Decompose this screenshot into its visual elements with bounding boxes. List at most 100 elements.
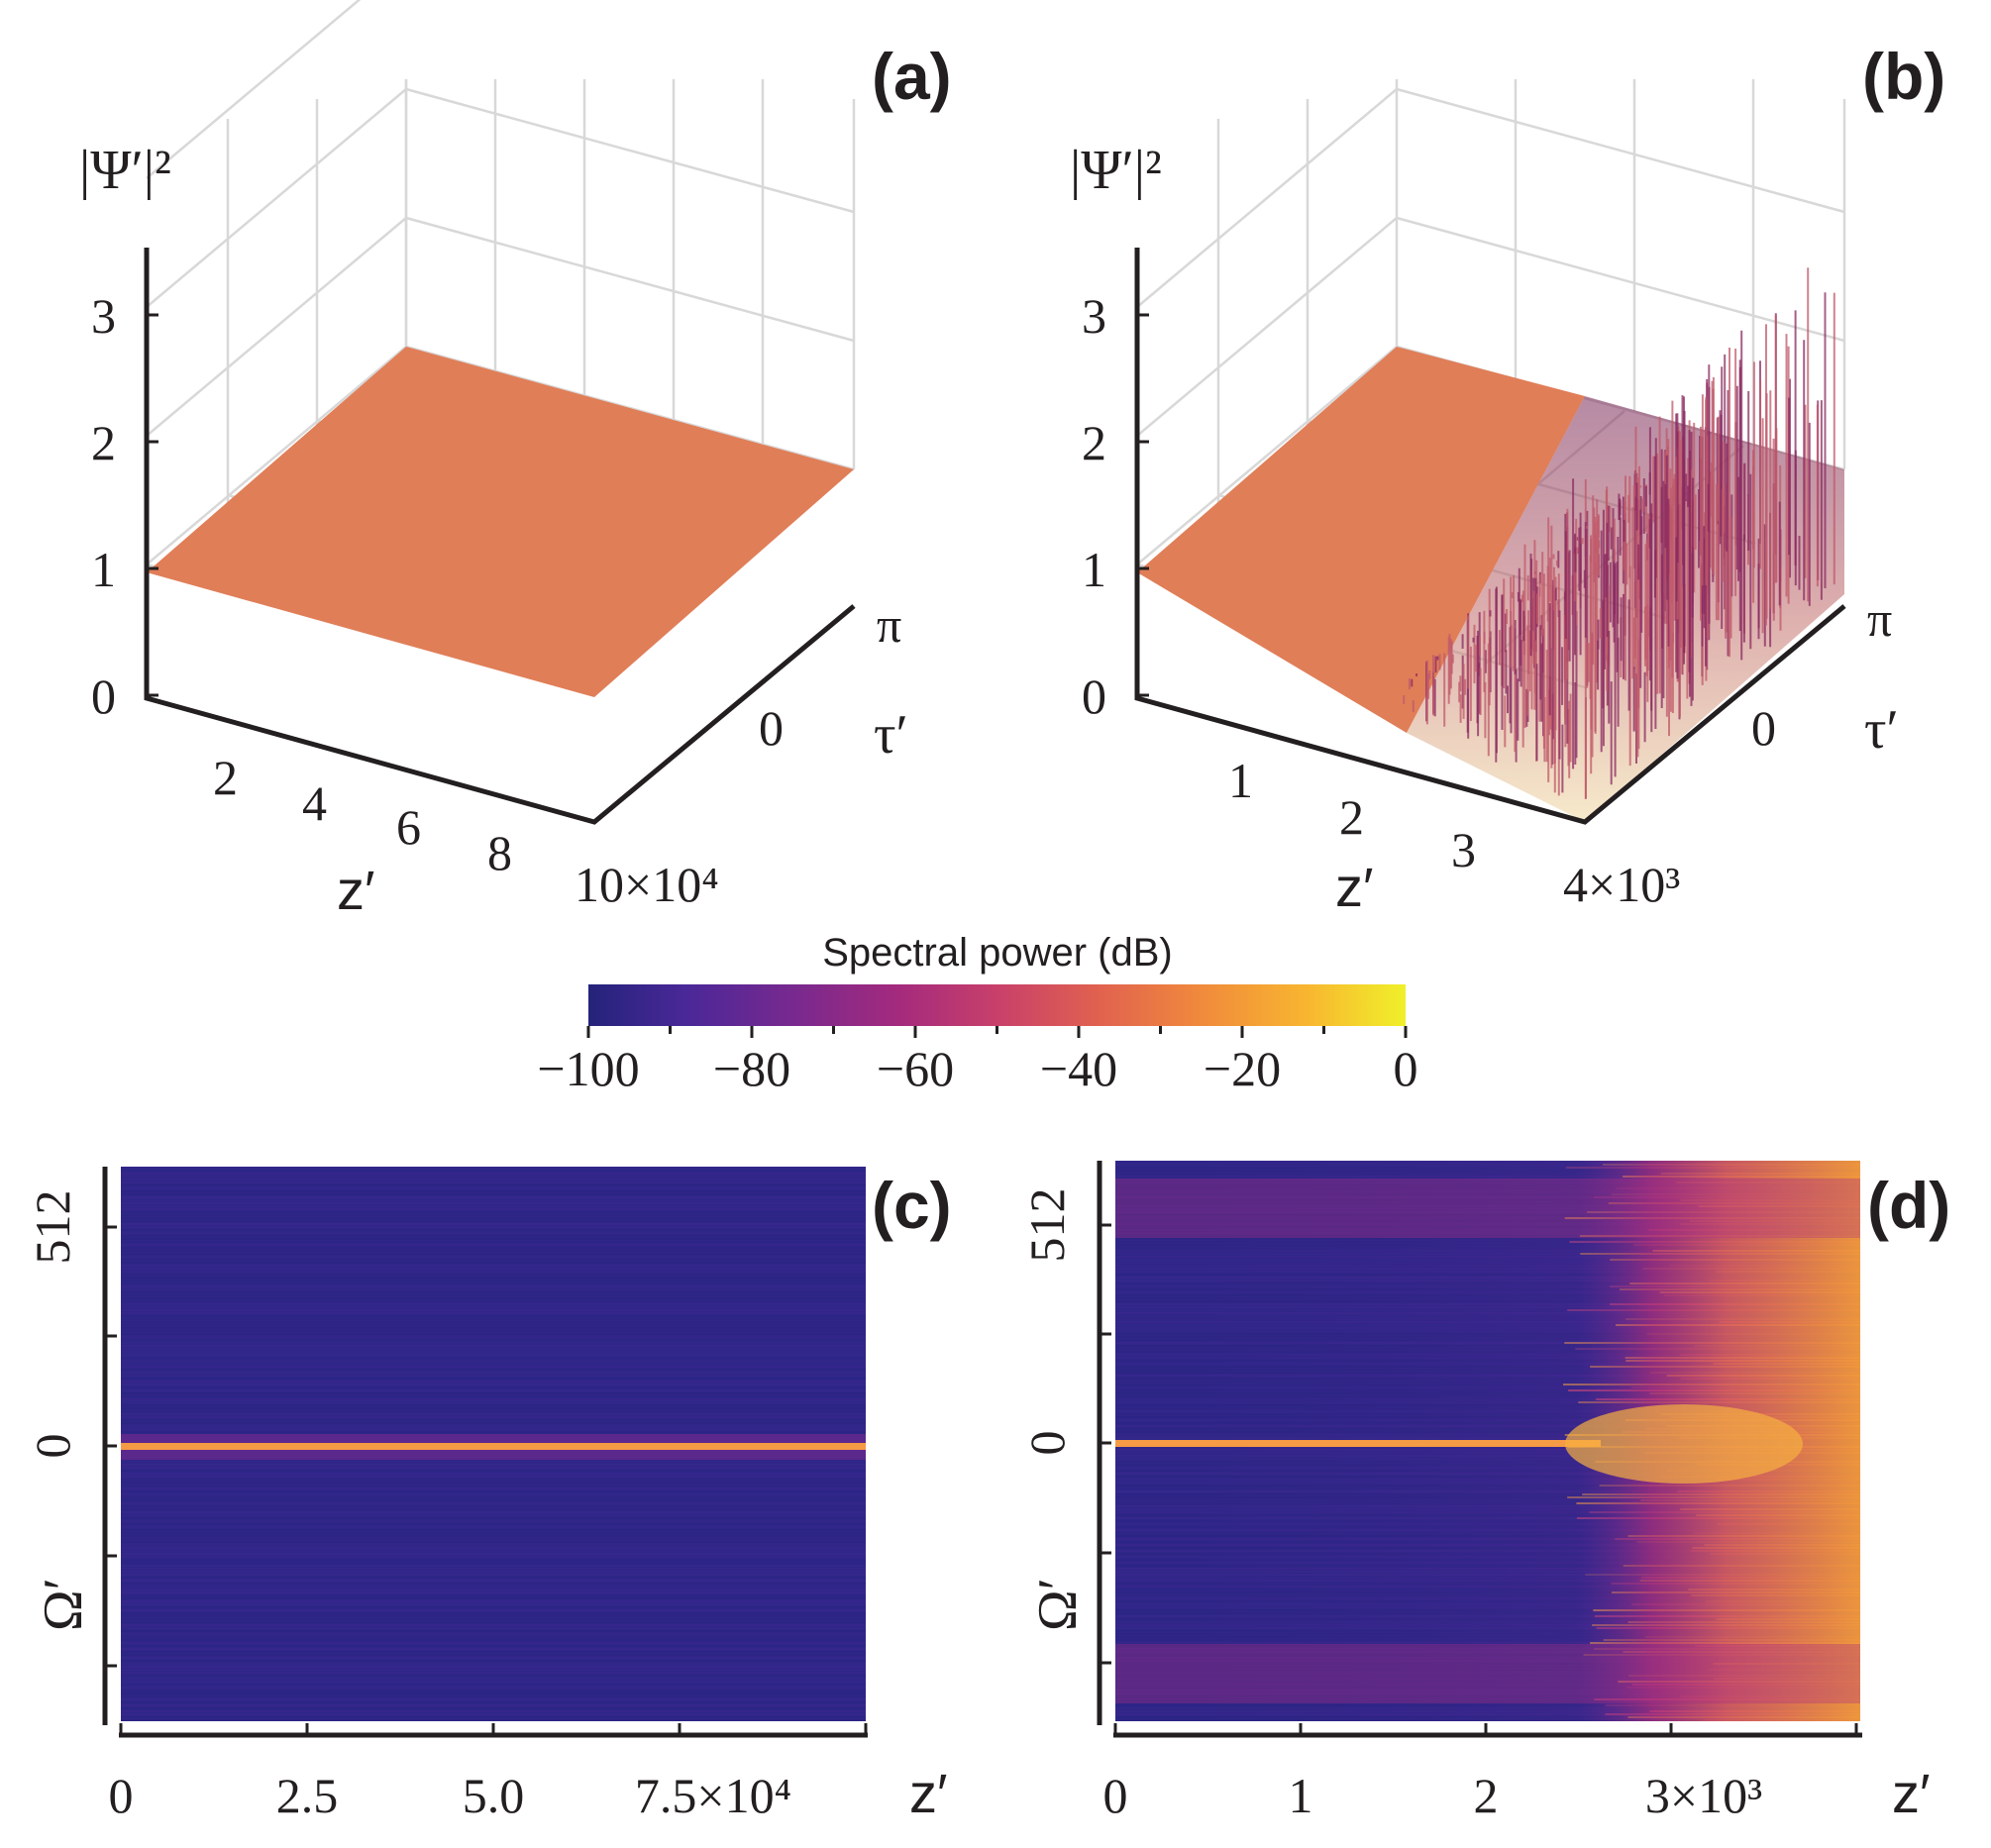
b-z-tick-0: 0 (1082, 668, 1106, 724)
heatmap-c-row (121, 1615, 866, 1617)
heatmap-c-row (121, 1187, 866, 1189)
panel-a: 3 2 1 0 2 4 6 8 10×10⁴ 0 π z′ τ′ |Ψ′|² (… (79, 0, 952, 921)
panel-d-x-ticks: 0 1 2 3×10³ (1103, 1723, 1858, 1823)
heatmap-c-row (121, 1571, 866, 1573)
heatmap-c-row (121, 1687, 866, 1689)
heatmap-c-row (121, 1277, 866, 1279)
heatmap-c-row (121, 1416, 866, 1418)
heatmap-c-row (121, 1565, 866, 1567)
heatmap-c-row (121, 1247, 866, 1249)
panel-c-x-ticks: 0 2.5 5.0 7.5×10⁴ (109, 1723, 868, 1823)
heatmap-c-row (121, 1285, 866, 1287)
heatmap-c-row (121, 1229, 866, 1231)
heatmap-c-row (121, 1176, 866, 1178)
heatmap-c-row (121, 1639, 866, 1641)
b-y-tick-0: 0 (1751, 700, 1776, 756)
panel-c: 512 0 0 2.5 5.0 7.5×10⁴ Ω′ z′ (c) (25, 1167, 952, 1824)
heatmap-c-row (121, 1624, 866, 1626)
heatmap-c-row (121, 1695, 866, 1697)
d-x-tick-1: 1 (1289, 1768, 1313, 1823)
d-y-tick-0: 0 (1019, 1431, 1075, 1456)
panel-c-center-line (121, 1443, 866, 1450)
colorbar-tick-label: −20 (1204, 1041, 1281, 1096)
heatmap-c-row (121, 1205, 866, 1207)
heatmap-c-row (121, 1633, 866, 1635)
heatmap-c-row (121, 1238, 866, 1240)
panel-c-y-ticks: 512 0 (25, 1190, 117, 1668)
heatmap-c-row (121, 1372, 866, 1374)
heatmap-c-row (121, 1179, 866, 1181)
heatmap-c-row (121, 1678, 866, 1680)
a-y-label: τ′ (874, 704, 908, 766)
heatmap-c-row (121, 1505, 866, 1507)
heatmap-c-row (121, 1651, 866, 1653)
colorbar-tick-label: −40 (1040, 1041, 1117, 1096)
panel-b-surface-spikes (1403, 267, 1844, 822)
heatmap-c-row (121, 1366, 866, 1368)
heatmap-c-row (121, 1597, 866, 1599)
heatmap-c-row (121, 1395, 866, 1397)
heatmap-c-row (121, 1226, 866, 1228)
a-z-tick-2: 2 (91, 415, 116, 470)
heatmap-c-row (121, 1381, 866, 1383)
heatmap-c-row (121, 1345, 866, 1347)
panel-d-label: (d) (1867, 1169, 1950, 1242)
heatmap-c-row (121, 1586, 866, 1588)
heatmap-c-row (121, 1274, 866, 1276)
panel-b-label: (b) (1862, 40, 1945, 113)
heatmap-c-row (121, 1348, 866, 1350)
heatmap-c-row (121, 1241, 866, 1243)
heatmap-c-row (121, 1701, 866, 1703)
heatmap-c-row (121, 1386, 866, 1388)
a-x-tick-2: 6 (396, 799, 421, 855)
heatmap-c-row (121, 1268, 866, 1270)
heatmap-c-row (121, 1431, 866, 1433)
heatmap-c-row (121, 1657, 866, 1659)
b-x-tick-1: 2 (1339, 789, 1364, 845)
panel-a-y-ticks: 0 π (759, 597, 901, 756)
heatmap-c-row (121, 1333, 866, 1335)
heatmap-c-row (121, 1508, 866, 1510)
heatmap-c-row (121, 1716, 866, 1718)
heatmap-c-row (121, 1398, 866, 1400)
a-y-tick-1: π (877, 597, 901, 653)
heatmap-c-row (121, 1553, 866, 1555)
heatmap-c-row (121, 1645, 866, 1647)
panel-d: 512 0 0 1 2 3×10³ Ω′ z′ (d) (1019, 1161, 1950, 1824)
d-y-tick-512: 512 (1019, 1188, 1075, 1263)
heatmap-c-row (121, 1493, 866, 1495)
heatmap-c-row (121, 1389, 866, 1391)
heatmap-c-row (121, 1482, 866, 1484)
heatmap-c-row (121, 1244, 866, 1246)
heatmap-c-row (121, 1713, 866, 1715)
heatmap-c-row (121, 1511, 866, 1513)
heatmap-c-row (121, 1591, 866, 1593)
heatmap-c-row (121, 1223, 866, 1225)
heatmap-c-row (121, 1262, 866, 1264)
heatmap-c-row (121, 1636, 866, 1638)
heatmap-c-row (121, 1190, 866, 1192)
heatmap-c-row (121, 1710, 866, 1712)
heatmap-c-row (121, 1288, 866, 1290)
b-y-tick-1: π (1867, 591, 1892, 647)
heatmap-c-row (121, 1568, 866, 1570)
heatmap-c-row (121, 1339, 866, 1341)
heatmap-c-row (121, 1621, 866, 1623)
panel-a-label: (a) (872, 40, 952, 113)
heatmap-c-row (121, 1660, 866, 1662)
heatmap-c-row (121, 1407, 866, 1409)
heatmap-c-row (121, 1541, 866, 1543)
heatmap-c-row (121, 1217, 866, 1219)
heatmap-c-row (121, 1167, 866, 1169)
b-z-tick-2: 2 (1082, 415, 1106, 470)
heatmap-c-row (121, 1181, 866, 1183)
heatmap-c-row (121, 1363, 866, 1365)
d-x-tick-0: 0 (1103, 1768, 1128, 1823)
heatmap-c-row (121, 1321, 866, 1323)
c-x-tick-1: 2.5 (276, 1768, 339, 1823)
heatmap-c-row (121, 1556, 866, 1558)
heatmap-c-row (121, 1538, 866, 1540)
d-x-tick-2: 2 (1474, 1768, 1499, 1823)
panel-d-y-ticks: 512 0 (1019, 1188, 1111, 1665)
